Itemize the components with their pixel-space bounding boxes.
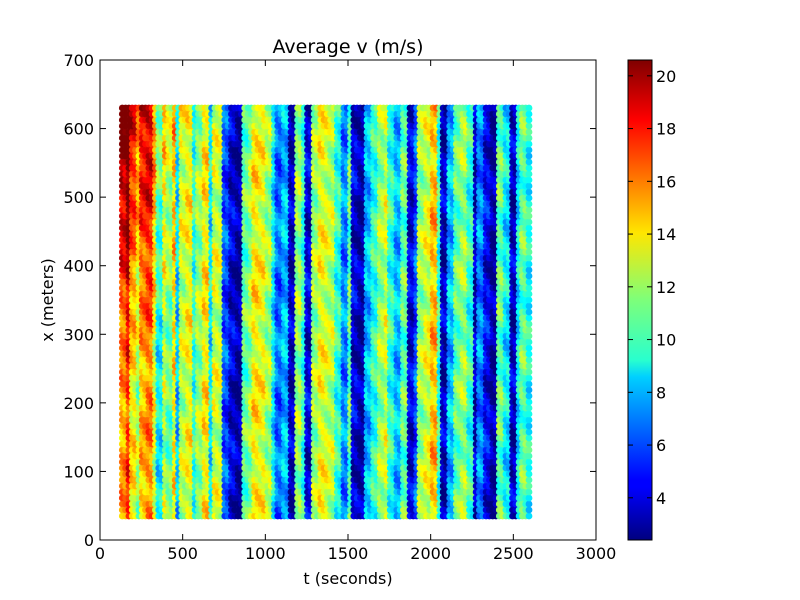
- scatter-points: [118, 104, 533, 520]
